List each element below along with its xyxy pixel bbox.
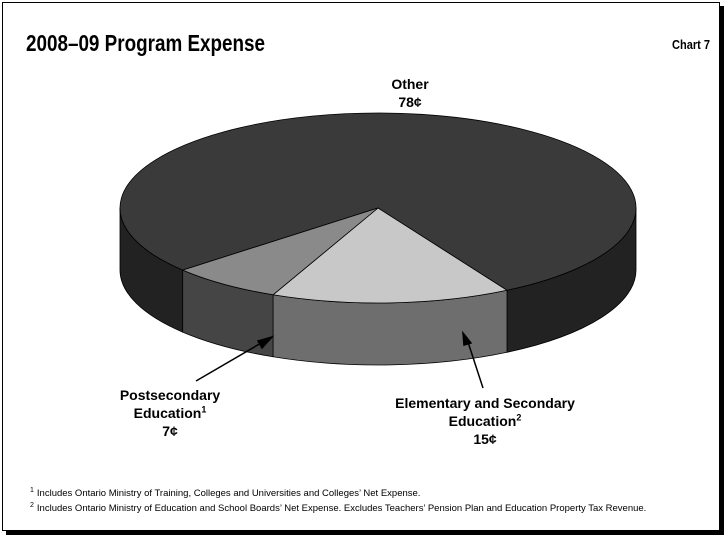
slice <box>272 207 509 304</box>
note-marker: 2 <box>516 412 522 423</box>
chart-title: 2008–09 Program Expense <box>26 30 266 56</box>
footnote: 1 Includes Ontario Ministry of Training, … <box>30 485 650 500</box>
footnote-text: Includes Ontario Ministry of Education a… <box>36 503 647 515</box>
value-label: 78¢ <box>398 94 422 110</box>
category-label: Other <box>391 76 429 92</box>
footnotes: 1 Includes Ontario Ministry of Training, … <box>30 485 650 515</box>
footnote-marker: 1 <box>30 487 34 494</box>
arrowhead <box>462 330 473 346</box>
category-label: Postsecondary Education <box>119 387 221 421</box>
arrowhead <box>256 335 275 350</box>
arrows <box>195 330 484 389</box>
note-marker: 1 <box>201 404 207 415</box>
slice <box>181 207 379 296</box>
arrow <box>466 338 484 389</box>
slice-label: Other 78¢ <box>360 75 460 111</box>
footnote-marker: 2 <box>30 502 34 510</box>
footnote: 2 Includes Ontario Ministry of Education … <box>30 500 650 515</box>
value-label: 15¢ <box>473 431 497 447</box>
slice-label: Postsecondary Education1 7¢ <box>105 386 235 440</box>
pie <box>119 112 637 366</box>
slice-label: Elementary and Secondary Education2 15¢ <box>395 394 575 448</box>
footnote-text: Includes Ontario Ministry of Training, C… <box>36 488 421 500</box>
category-label: Elementary and Secondary Education <box>395 395 575 429</box>
value-label: 7¢ <box>162 423 178 439</box>
arrow <box>195 338 269 382</box>
slice <box>119 112 637 291</box>
chart-number: Chart 7 <box>672 37 711 52</box>
